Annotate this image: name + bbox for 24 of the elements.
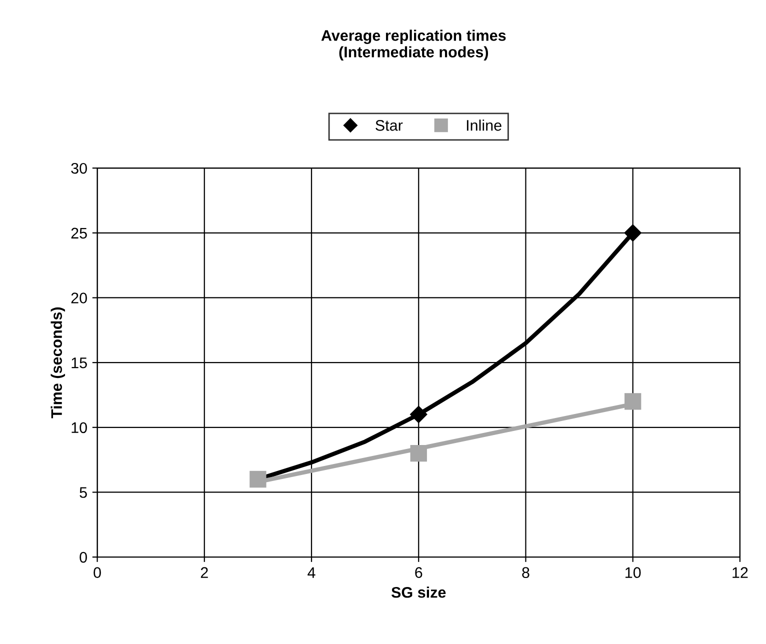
legend-label: Star bbox=[376, 120, 403, 131]
y-tick-label: 5 bbox=[80, 487, 87, 498]
y-tick-label: 25 bbox=[71, 228, 87, 239]
x-tick-label: 12 bbox=[732, 567, 748, 578]
y-tick-label: 20 bbox=[71, 292, 87, 304]
chart-title: Average replication times (Intermediate nodes) bbox=[321, 30, 506, 60]
point bbox=[410, 445, 427, 462]
x-tick-label: 2 bbox=[200, 567, 208, 578]
y-tick-label: 15 bbox=[72, 358, 87, 368]
x-tick-label: 4 bbox=[308, 567, 316, 578]
x-tick-label: 0 bbox=[94, 567, 101, 578]
legend-label: Inline bbox=[466, 120, 502, 131]
y-tick-label: 0 bbox=[80, 552, 87, 563]
x-tick-label: 10 bbox=[626, 567, 641, 578]
point bbox=[624, 224, 642, 242]
point bbox=[624, 393, 642, 410]
x-tick-label: 8 bbox=[522, 567, 530, 578]
x-axis-title: SG size bbox=[391, 586, 446, 598]
point bbox=[410, 406, 428, 423]
y-tick-label: 30 bbox=[71, 162, 87, 174]
x-tick-label: 6 bbox=[415, 567, 422, 578]
y-tick-label: 10 bbox=[72, 422, 87, 434]
point bbox=[250, 470, 266, 488]
y-axis-title: Time (seconds) bbox=[50, 307, 66, 418]
